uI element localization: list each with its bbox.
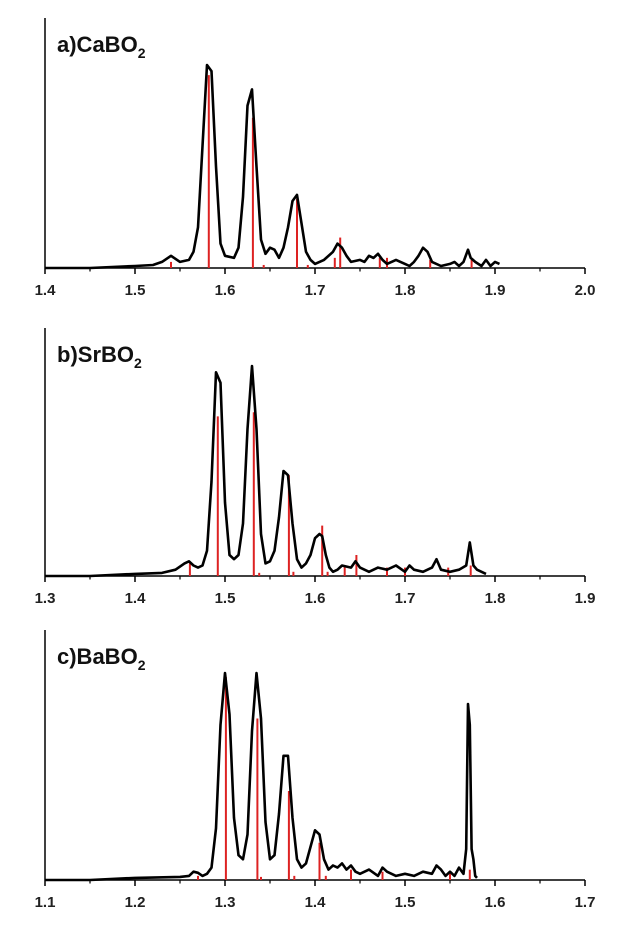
x-tick-label: 1.9 bbox=[485, 282, 506, 299]
x-tick-label: 1.3 bbox=[35, 590, 56, 607]
x-tick-label: 1.5 bbox=[125, 282, 146, 299]
panel-cabo2: 1.4 1.5 1.6 1.7 1.8 1.9 2.0 a)CaBO2 bbox=[35, 18, 596, 299]
x-tick-label: 1.4 bbox=[35, 282, 57, 299]
x-tick-label: 1.3 bbox=[215, 894, 236, 911]
x-tick-label: 1.5 bbox=[395, 894, 416, 911]
spectrum-line bbox=[45, 671, 478, 882]
panel-title-subscript: 2 bbox=[138, 45, 146, 61]
x-tick-label: 1.7 bbox=[305, 282, 326, 299]
x-tick-label: 1.5 bbox=[215, 590, 236, 607]
x-tick-label: 1.8 bbox=[485, 590, 506, 607]
x-tick-label: 1.4 bbox=[305, 894, 327, 911]
panel-title-text: a)CaBO bbox=[57, 32, 138, 57]
x-tick-label: 1.6 bbox=[485, 894, 506, 911]
spectrum-line bbox=[45, 63, 501, 270]
panel-title-text: c)BaBO bbox=[57, 644, 138, 669]
panel-srbo2: 1.3 1.4 1.5 1.6 1.7 1.8 1.9 b)SrBO2 bbox=[35, 328, 596, 607]
x-tick-label: 1.6 bbox=[305, 590, 326, 607]
panel-title-subscript: 2 bbox=[138, 657, 146, 673]
spectrum-line bbox=[45, 364, 487, 578]
x-tick-label: 1.2 bbox=[125, 894, 146, 911]
panel-babo2: 1.1 1.2 1.3 1.4 1.5 1.6 1.7 c)BaBO2 bbox=[35, 630, 596, 911]
x-tick-label: 1.4 bbox=[125, 590, 147, 607]
panel-title-text: b)SrBO bbox=[57, 342, 134, 367]
x-tick-label: 1.7 bbox=[395, 590, 416, 607]
panel-title: b)SrBO2 bbox=[57, 342, 142, 371]
x-tick-label: 1.6 bbox=[215, 282, 236, 299]
panel-title-subscript: 2 bbox=[134, 355, 142, 371]
x-tick-label: 1.1 bbox=[35, 894, 56, 911]
x-tick-label: 1.7 bbox=[575, 894, 596, 911]
x-tick-label: 2.0 bbox=[575, 282, 596, 299]
panel-title: c)BaBO2 bbox=[57, 644, 146, 673]
panel-title: a)CaBO2 bbox=[57, 32, 146, 61]
x-tick-label: 1.9 bbox=[575, 590, 596, 607]
x-tick-label: 1.8 bbox=[395, 282, 416, 299]
